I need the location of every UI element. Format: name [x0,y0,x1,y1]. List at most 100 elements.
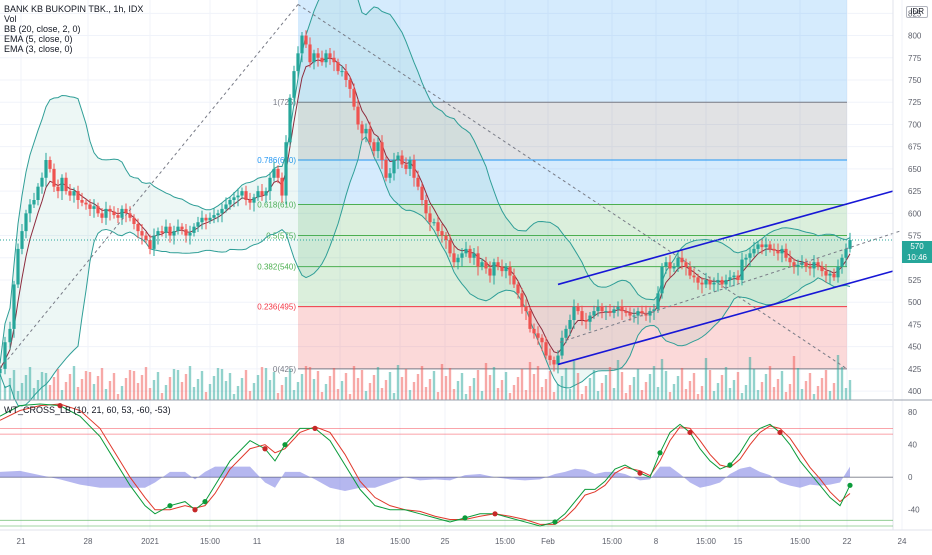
candle-body [580,311,584,320]
candle-body [296,53,300,72]
candle-body [152,235,156,249]
candle [128,206,132,222]
volume-bar [176,370,180,400]
candle-body [836,266,840,278]
volume-bar [604,375,608,400]
candle-body [788,257,792,263]
candle-body [320,57,324,63]
candle-body [496,262,500,267]
wt-cross-dot [167,503,173,509]
volume-bar [704,358,708,400]
candle [596,299,600,317]
candle-body [692,275,696,278]
time-tick-label: 25 [441,537,450,546]
volume-bar [84,371,88,400]
indicator-ema5[interactable]: EMA (5, close, 0) [4,34,73,44]
volume-bar [496,388,500,400]
candle [680,250,684,270]
candle [232,192,236,208]
indicator-bb[interactable]: BB (20, close, 2, 0) [4,24,81,34]
fib-retracement-diagonal [297,4,848,370]
candle-body [336,62,340,72]
candle [812,255,816,278]
symbol-title[interactable]: BANK KB BUKOPIN TBK., 1h, IDX [4,4,144,14]
volume-bar [712,391,716,400]
volume-bar [328,376,332,400]
candle [104,201,108,225]
candle [584,312,588,329]
candle-body [480,262,484,267]
bar-countdown-badge: 10:46 [902,252,932,263]
volume-bar [296,382,300,400]
candle [188,225,192,245]
candle [304,30,308,48]
candle-body [324,53,328,63]
candle [840,254,844,274]
candle-body [428,213,432,223]
indicator-vol[interactable]: Vol [4,14,17,24]
candle [432,218,436,226]
candle-body [68,191,72,196]
candle [736,270,740,284]
candle-body [236,195,240,198]
price-tick-label: 700 [908,120,922,129]
volume-bar [588,378,592,400]
candle-body [684,262,688,267]
volume-bar [180,382,184,400]
candle-body [256,191,260,198]
candle-body [768,244,772,249]
time-tick-label: 15:00 [200,537,221,546]
candle-body [176,226,180,232]
candle [724,274,728,290]
volume-bar [232,394,236,400]
volume-bar [600,383,604,400]
volume-bar [756,390,760,400]
candle-body [792,262,796,267]
volume-bar [848,380,852,400]
time-tick-label: 18 [336,537,345,546]
candle-body [652,309,656,312]
candle-body [568,320,572,329]
candle [744,254,748,267]
price-tick-label: 825 [908,9,922,18]
candle [508,261,512,285]
candle [668,255,672,278]
candle [700,277,704,294]
candle-body [100,213,104,218]
volume-bar [800,389,804,400]
candle [56,179,60,199]
candle [420,183,424,206]
volume-bar [164,385,168,400]
candle [8,321,12,350]
candle-body [280,177,284,196]
indicator-ema3[interactable]: EMA (3, close, 0) [4,44,73,54]
currency-badge[interactable]: IDR [906,6,928,18]
candle [712,277,716,292]
candle-body [536,333,540,338]
volume-bar [400,377,404,400]
candle-body [208,217,212,221]
volume-bar [356,378,360,400]
candle [412,154,416,187]
candle-body [148,240,152,249]
volume-bar [620,372,624,400]
oscillator-legend[interactable]: WT_CROSS_LB (10, 21, 60, 53, -60, -53) [4,405,171,415]
price-tick-label: 475 [908,320,922,329]
candle-body [272,168,276,178]
volume-bar [160,393,164,400]
volume-bar [320,392,324,400]
candle-body [812,262,816,269]
candle [296,46,300,79]
volume-bar [332,368,336,400]
candle [380,135,384,169]
candle-body [216,213,220,216]
candle [776,243,780,261]
candle-body [48,160,52,169]
candle [208,212,212,224]
candle [416,170,420,191]
volume-bar [88,372,92,400]
volume-bar [512,385,516,400]
volume-bar [336,389,340,400]
